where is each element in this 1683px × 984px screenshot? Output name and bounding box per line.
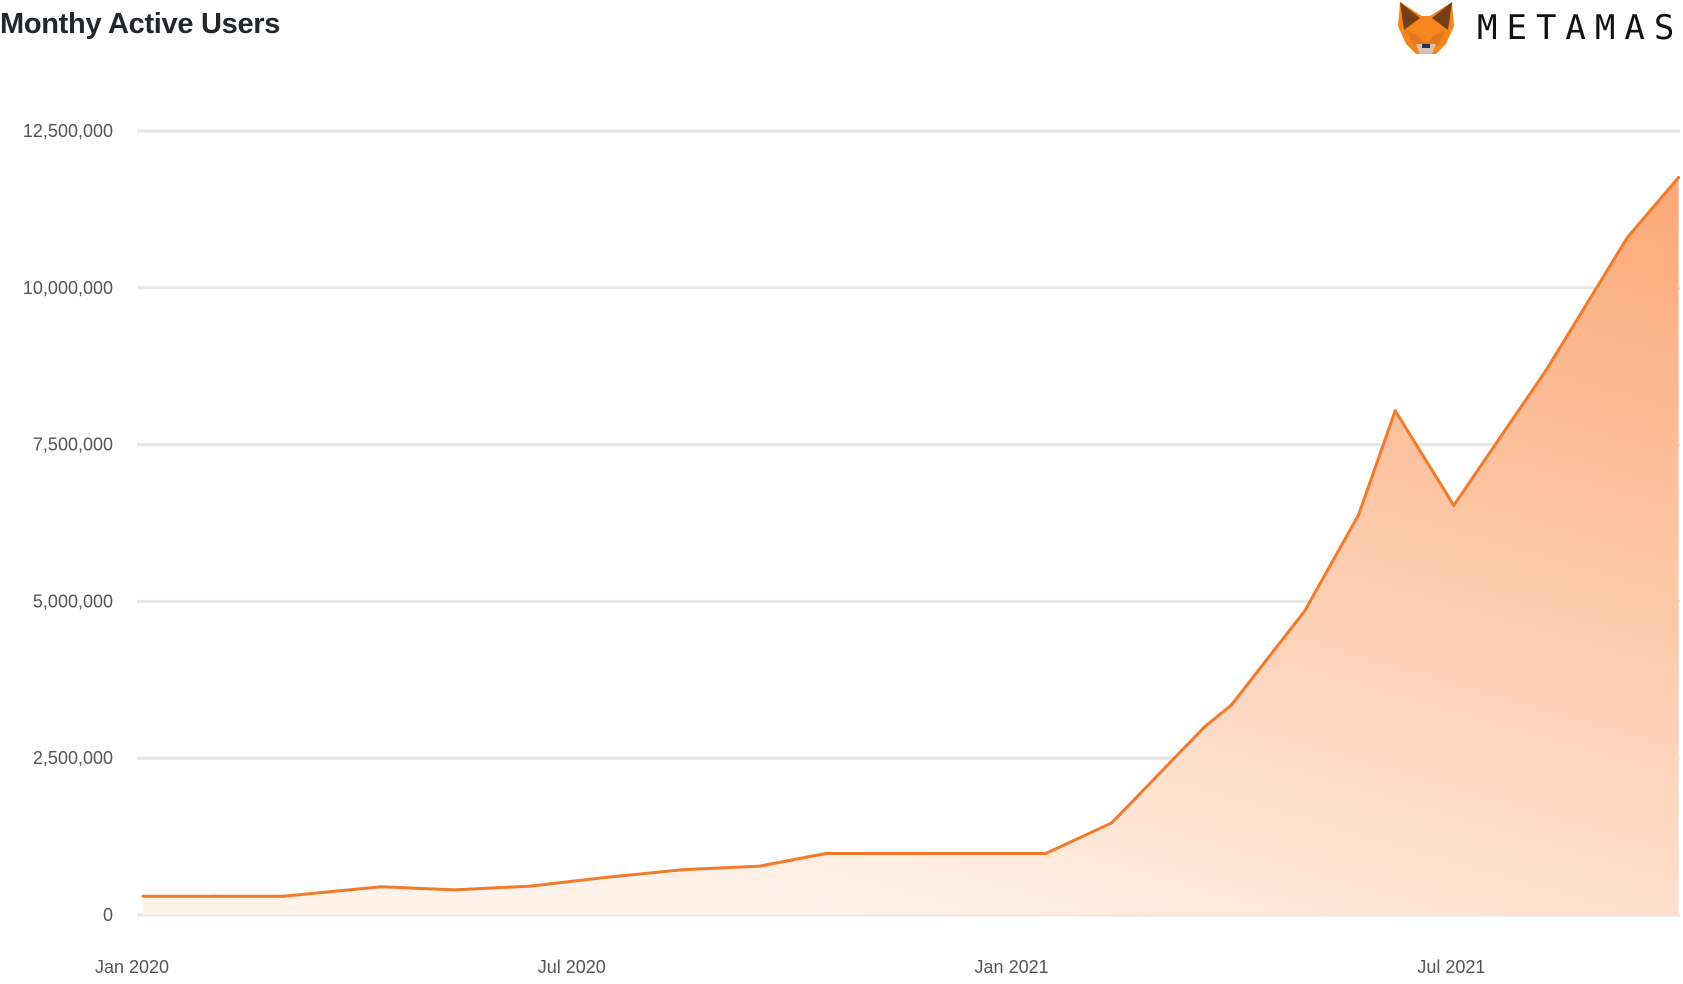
metamask-logo	[1398, 2, 1454, 54]
data-point	[1393, 409, 1397, 413]
data-point	[528, 884, 532, 888]
y-tick-label: 10,000,000	[23, 278, 113, 298]
y-tick-label: 0	[103, 905, 113, 925]
x-tick-label: Jul 2020	[538, 957, 606, 977]
data-point	[758, 864, 762, 868]
data-point	[1357, 513, 1361, 517]
y-tick-label: 7,500,000	[33, 435, 113, 455]
area-fill	[143, 177, 1679, 915]
data-point	[1044, 852, 1048, 856]
data-point	[680, 868, 684, 872]
data-point	[281, 894, 285, 898]
data-point	[1545, 367, 1549, 371]
data-point	[1625, 236, 1629, 240]
x-tick-label: Jan 2021	[975, 957, 1049, 977]
data-point	[453, 888, 457, 892]
data-point	[1230, 703, 1233, 707]
data-point	[1110, 821, 1114, 825]
data-point	[824, 852, 828, 856]
data-point	[1452, 503, 1456, 507]
data-point	[1303, 609, 1307, 613]
data-point	[141, 894, 145, 898]
data-point	[1203, 725, 1207, 729]
y-tick-label: 12,500,000	[23, 121, 113, 141]
y-tick-label: 5,000,000	[33, 591, 113, 611]
data-point	[379, 885, 383, 889]
fox-icon	[1398, 2, 1454, 54]
brand-name: METAMASK	[1477, 8, 1683, 48]
x-tick-label: Jul 2021	[1417, 957, 1485, 977]
x-tick-label: Jan 2020	[95, 957, 169, 977]
data-point	[604, 875, 608, 879]
data-point	[971, 852, 975, 856]
y-tick-label: 2,500,000	[33, 748, 113, 768]
data-point	[1677, 175, 1681, 179]
chart-title: Monthy Active Users	[0, 8, 281, 40]
data-point	[897, 852, 901, 856]
data-point	[213, 894, 217, 898]
